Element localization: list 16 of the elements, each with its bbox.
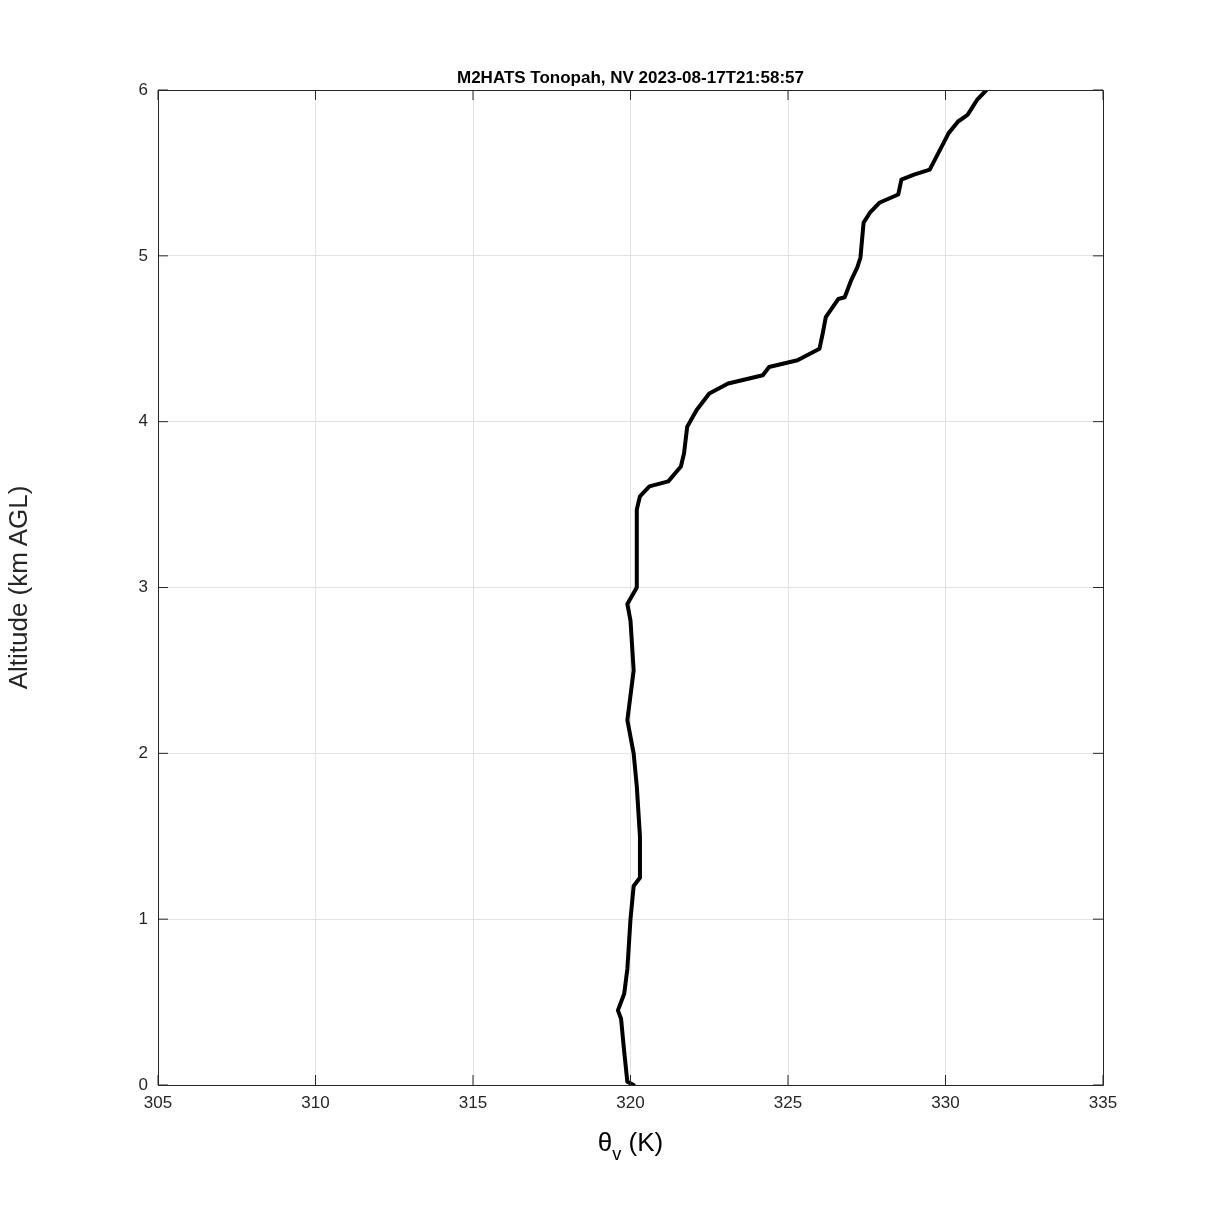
y-tick-label: 5 (138, 245, 148, 265)
y-tick-label: 2 (138, 743, 148, 763)
x-tick-label: 330 (931, 1092, 960, 1112)
chart-title: M2HATS Tonopah, NV 2023-08-17T21:58:57 (456, 68, 805, 88)
x-tick-label: 320 (616, 1092, 645, 1112)
y-tick-label: 0 (138, 1074, 148, 1094)
x-tick-label: 305 (143, 1092, 173, 1112)
y-tick-label: 4 (138, 411, 148, 431)
y-axis-title: Altitude (km AGL) (2, 485, 33, 690)
x-tick-label: 335 (1088, 1092, 1118, 1112)
y-tick-label: 1 (138, 908, 148, 928)
x-tick-label: 325 (773, 1092, 803, 1112)
x-tick-label: 310 (301, 1092, 330, 1112)
y-tick-label: 3 (138, 577, 148, 597)
y-tick-label: 6 (138, 79, 148, 99)
x-tick-label: 315 (458, 1092, 488, 1112)
